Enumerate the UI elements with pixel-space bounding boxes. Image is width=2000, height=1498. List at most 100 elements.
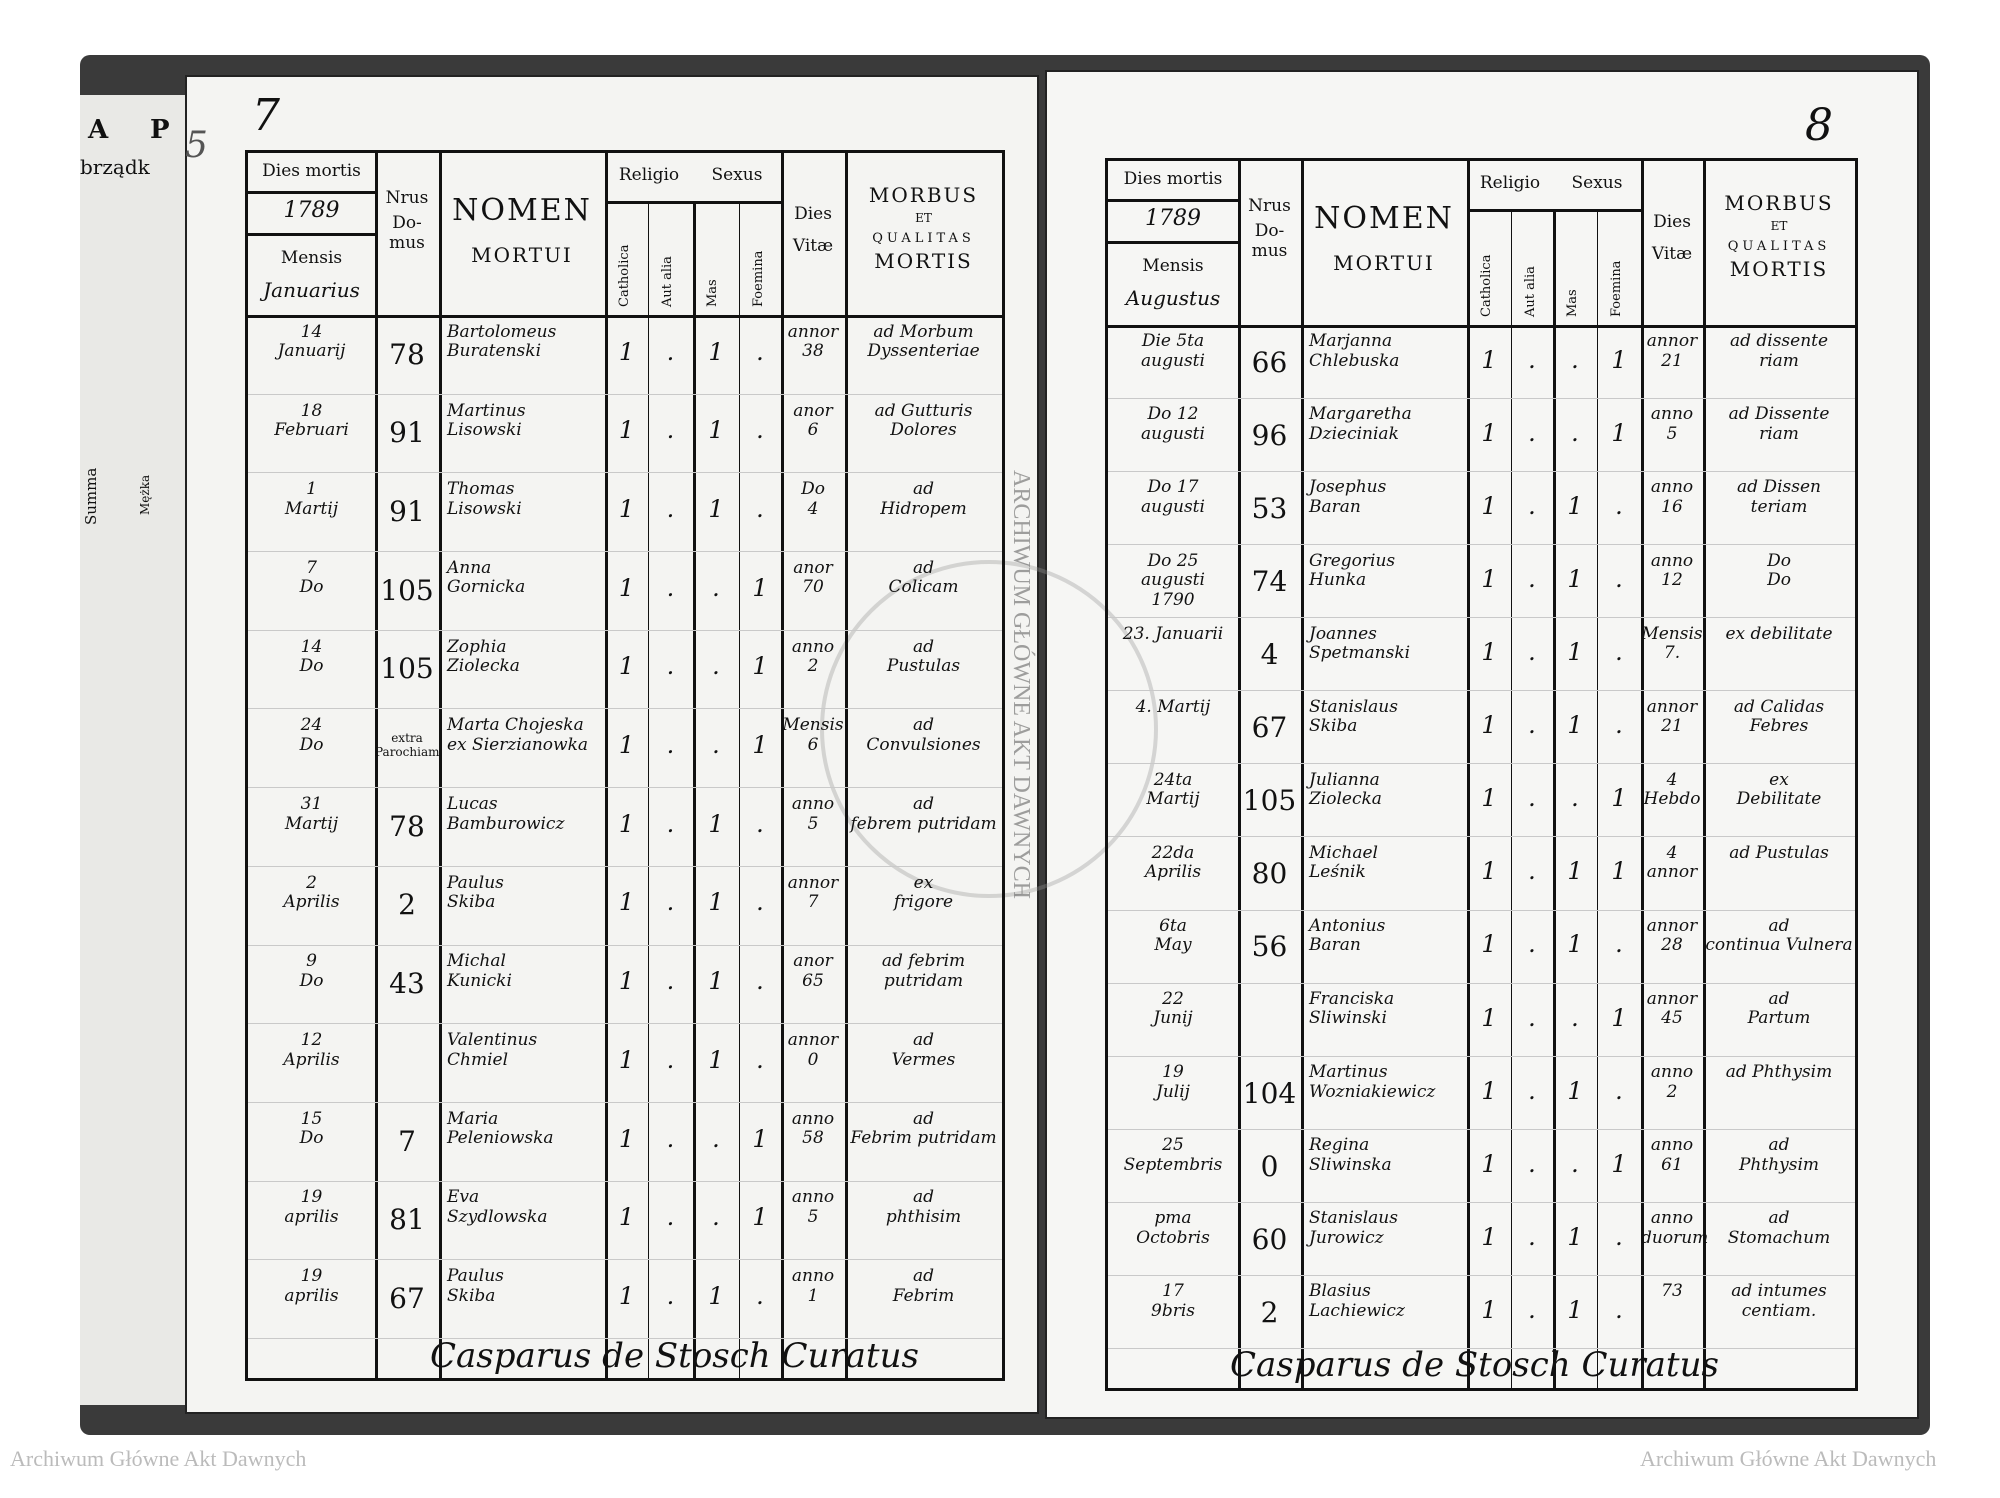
cell-mas: 1 — [1567, 492, 1583, 521]
cell-foemina: . — [756, 888, 764, 917]
cell-catholica: 1 — [1481, 345, 1497, 374]
cell-mas: 1 — [708, 1045, 724, 1074]
cell-name: Eva Szydlowska — [447, 1187, 548, 1228]
table-row: 7 Do 105 Anna Gornicka 1.. 1 anor 70 ad Colica… — [248, 551, 1002, 631]
cell-name: Martinus Wozniakiewicz — [1309, 1062, 1436, 1102]
cell-name: Stanislaus Jurowicz — [1309, 1208, 1398, 1248]
cell-house: 7 — [398, 1124, 416, 1158]
cell-mas: . — [1571, 418, 1579, 447]
column-rule — [1301, 161, 1304, 1388]
cell-name: Marjanna Chlebuska — [1309, 331, 1400, 371]
cell-foemina: . — [756, 809, 764, 838]
cell-foemina: 1 — [1611, 418, 1627, 447]
table-row: 1 Martij 91 Thomas Lisowski 1. 1. Do 4 ad Hidr… — [248, 472, 1002, 553]
table-row: Die 5ta augusti 66 Marjanna Chlebuska 1.. 1 a… — [1108, 325, 1855, 400]
cell-dies-vitae: anno 2 — [1650, 1062, 1694, 1102]
cell-mas: 1 — [1567, 930, 1583, 959]
cell-catholica: 1 — [618, 1124, 635, 1153]
cell-mas: 1 — [1567, 857, 1583, 886]
cell-dies-vitae: anno 61 — [1650, 1135, 1694, 1175]
cell-foemina: . — [1615, 1295, 1623, 1324]
header-dies-mortis: Dies mortis — [1123, 169, 1223, 189]
cell-catholica: 1 — [618, 652, 635, 681]
table-row: 14 Do 105 Zophia Ziolecka 1.. 1 anno 2 ad Pust… — [248, 630, 1002, 710]
cell-catholica: 1 — [1481, 565, 1497, 594]
cell-date: 1 Martij — [284, 479, 339, 519]
right-page — [1045, 70, 1919, 1419]
cell-foemina: 1 — [1611, 345, 1627, 374]
cell-catholica: 1 — [618, 337, 635, 366]
column-rule — [1467, 161, 1470, 1388]
cell-aut-alia: . — [1528, 711, 1536, 740]
cell-dies-vitae: anno 16 — [1650, 477, 1694, 517]
header-year: 1789 — [1145, 206, 1201, 231]
cell-date: 12 Aprilis — [283, 1030, 340, 1070]
cell-name: Michal Kunicki — [447, 951, 512, 991]
cell-dies-vitae: 4 Hebdo — [1643, 769, 1701, 810]
prev-page-column: Mężka — [138, 474, 152, 515]
cell-dies-vitae: anno 5 — [791, 1187, 835, 1228]
year-rule — [1108, 241, 1238, 244]
cell-catholica: 1 — [1481, 711, 1497, 740]
cell-catholica: 1 — [1481, 638, 1497, 667]
cell-aut-alia: . — [666, 967, 675, 996]
cell-house: 53 — [1251, 492, 1288, 526]
cell-dies-vitae: 4 annor — [1646, 842, 1698, 883]
cell-date: 14 Januarij — [277, 321, 346, 362]
cell-name: Zophia Ziolecka — [447, 636, 520, 677]
table-row: 4. Martij 67 Stanislaus Skiba 1. 1. annor 21 a… — [1108, 690, 1855, 765]
cell-morbus: ad febrem putridam — [850, 794, 997, 834]
cell-morbus: ad Febrim putridam — [850, 1108, 997, 1149]
cell-mas: 1 — [708, 416, 724, 445]
cell-house: 43 — [389, 967, 425, 1001]
cell-foemina: . — [756, 1281, 764, 1310]
cell-house: 2 — [398, 888, 416, 922]
cell-mas: . — [712, 652, 720, 681]
cell-foemina: . — [1615, 1222, 1623, 1251]
cell-catholica: 1 — [1481, 1003, 1497, 1032]
cell-name: Julianna Ziolecka — [1309, 769, 1382, 810]
cell-foemina: 1 — [1611, 857, 1627, 886]
cell-dies-vitae: 73 — [1661, 1281, 1683, 1302]
column-rule — [648, 203, 649, 1378]
cell-name: Franciska Sliwinski — [1309, 988, 1395, 1029]
cell-name: Paulus Skiba — [447, 872, 504, 913]
cell-mas: 1 — [708, 494, 724, 523]
date-rule — [248, 191, 375, 194]
cell-aut-alia: . — [666, 1203, 675, 1232]
cell-date: 19 Julij — [1156, 1062, 1190, 1102]
prev-page-letter: P — [150, 115, 170, 145]
column-rule — [845, 153, 848, 1378]
cell-aut-alia: . — [666, 1124, 675, 1153]
cell-date: Do 17 augusti — [1141, 477, 1205, 517]
cell-foemina: 1 — [752, 731, 768, 760]
table-row: 2 Aprilis 2 Paulus Skiba 1. 1. annor 7 ex frig… — [248, 866, 1002, 946]
column-rule — [1511, 211, 1512, 1388]
header-nrus: Nrus — [1248, 196, 1291, 216]
table-row: 6ta May 56 Antonius Baran 1. 1. annor 28 ad co… — [1108, 910, 1855, 984]
table-row: 19 aprilis 67 Paulus Skiba 1. 1. anno 1 ad Feb… — [248, 1259, 1002, 1339]
cell-aut-alia: . — [666, 573, 675, 602]
cell-morbus: ad Phthysim — [1738, 1135, 1820, 1175]
cell-name: Lucas Bamburowicz — [447, 794, 565, 834]
cell-dies-vitae: anor 70 — [793, 557, 833, 598]
header-sexus: Sexus — [1571, 173, 1623, 193]
cell-aut-alia: . — [666, 809, 675, 838]
cell-aut-alia: . — [1528, 784, 1536, 813]
cell-date: pma Octobris — [1136, 1208, 1210, 1248]
cell-house: 105 — [380, 573, 434, 607]
cell-date: 19 aprilis — [284, 1187, 339, 1228]
cell-foemina: . — [1615, 492, 1623, 521]
cell-date: Do 12 augusti — [1141, 404, 1205, 444]
cell-dies-vitae: anno 58 — [791, 1108, 835, 1149]
cell-house: 4 — [1260, 638, 1279, 672]
cell-aut-alia: . — [1528, 638, 1536, 667]
header-et: ET — [1770, 219, 1788, 233]
cell-name: Josephus Baran — [1309, 477, 1387, 517]
cell-catholica: 1 — [1481, 418, 1497, 447]
cell-name: Marta Chojeska ex Sierzianowka — [447, 715, 589, 755]
cell-dies-vitae: anno 5 — [1650, 404, 1694, 444]
table-row: pma Octobris 60 Stanislaus Jurowicz 1. 1. ann… — [1108, 1202, 1855, 1276]
cell-house: 81 — [389, 1203, 425, 1237]
cell-name: Michael Leśnik — [1309, 842, 1378, 883]
